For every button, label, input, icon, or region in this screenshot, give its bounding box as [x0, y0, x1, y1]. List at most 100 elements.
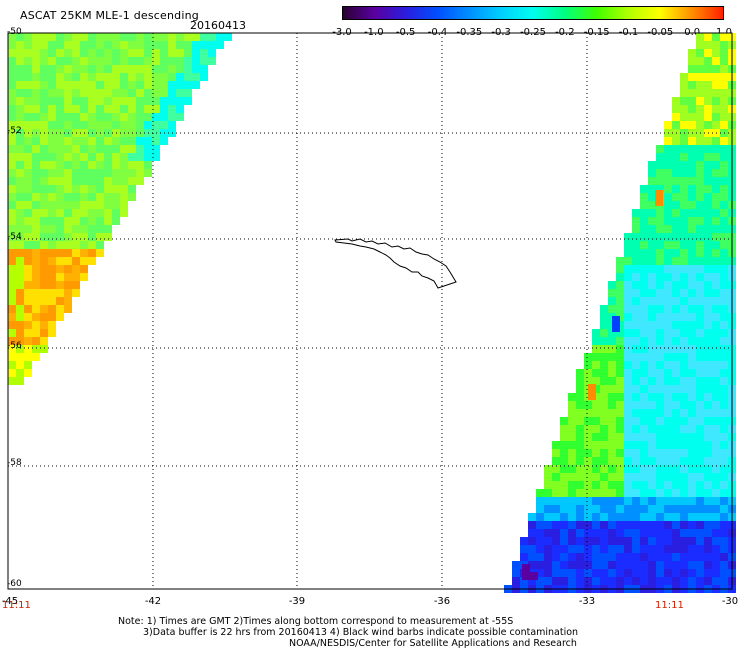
swath-cell [712, 49, 720, 57]
swath-cell [640, 521, 648, 529]
swath-cell [632, 449, 640, 457]
swath-cell [656, 489, 664, 497]
swath-cell [680, 473, 688, 481]
swath-cell [120, 161, 128, 169]
swath-cell [672, 97, 680, 105]
swath-cell [664, 201, 672, 209]
swath-cell [600, 385, 608, 393]
swath-cell [120, 201, 128, 209]
swath-cell [648, 329, 656, 337]
swath-cell [136, 97, 144, 105]
swath-cell [80, 105, 88, 113]
lat-label-54: -54 [7, 232, 22, 242]
swath-cell [72, 65, 80, 73]
swath-cell [688, 73, 696, 81]
swath-cell [48, 81, 56, 89]
swath-cell [712, 249, 720, 257]
swath-cell [40, 337, 48, 345]
swath-cell [16, 377, 24, 385]
swath-cell [136, 89, 144, 97]
swath-cell [688, 537, 696, 545]
swath-cell [104, 33, 112, 41]
swath-cell [40, 297, 48, 305]
swath-cell [48, 281, 56, 289]
swath-cell [624, 505, 632, 513]
swath-cell [648, 449, 656, 457]
swath-cell [168, 73, 176, 81]
swath-cell [40, 177, 48, 185]
swath-cell [600, 537, 608, 545]
swath-cell [704, 513, 712, 521]
swath-cell [72, 289, 80, 297]
swath-cell [648, 257, 656, 265]
swath-cell [536, 569, 544, 577]
swath-cell [688, 169, 696, 177]
swath-cell [624, 377, 632, 385]
note-line-3: NOAA/NESDIS/Center for Satellite Applica… [289, 638, 577, 649]
swath-cell [48, 89, 56, 97]
swath-cell [600, 513, 608, 521]
swath-cell [40, 97, 48, 105]
swath-cell [632, 377, 640, 385]
swath-cell [48, 273, 56, 281]
swath-cell [128, 89, 136, 97]
swath-cell [96, 89, 104, 97]
swath-cell [144, 49, 152, 57]
swath-cell [656, 521, 664, 529]
swath-cell [208, 57, 216, 65]
swath-cell [720, 489, 728, 497]
swath-cell [616, 409, 624, 417]
swath-cell [544, 497, 552, 505]
swath-cell [16, 41, 24, 49]
swath-cell [656, 409, 664, 417]
swath-cell [544, 545, 552, 553]
swath-cell [48, 145, 56, 153]
swath-cell [568, 401, 576, 409]
swath-cell [56, 137, 64, 145]
swath-cell [688, 529, 696, 537]
swath-cell [648, 569, 656, 577]
swath-cell [720, 513, 728, 521]
swath-cell [32, 57, 40, 65]
swath-cell [112, 169, 120, 177]
swath-cell [584, 561, 592, 569]
swath-cell [104, 145, 112, 153]
swath-cell [72, 137, 80, 145]
swath-cell [40, 65, 48, 73]
swath-cell [688, 393, 696, 401]
swath-cell [704, 457, 712, 465]
swath-cell [712, 297, 720, 305]
swath-cell [632, 353, 640, 361]
swath-cell [664, 545, 672, 553]
swath-cell [720, 521, 728, 529]
swath-cell [528, 529, 536, 537]
swath-cell [552, 521, 560, 529]
swath-cell [8, 241, 16, 249]
swath-cell [696, 337, 704, 345]
swath-cell [720, 545, 728, 553]
swath-cell [72, 33, 80, 41]
swath-cell [680, 169, 688, 177]
swath-cell [160, 49, 168, 57]
swath-cell [88, 209, 96, 217]
swath-cell [616, 489, 624, 497]
swath-cell [552, 545, 560, 553]
swath-cell [680, 441, 688, 449]
swath-cell [712, 409, 720, 417]
swath-cell [640, 545, 648, 553]
swath-cell [16, 361, 24, 369]
swath-cell [88, 177, 96, 185]
swath-cell [648, 377, 656, 385]
swath-cell [672, 377, 680, 385]
swath-cell [72, 121, 80, 129]
swath-cell [624, 249, 632, 257]
swath-cell [624, 401, 632, 409]
swath-cell [40, 137, 48, 145]
swath-cell [720, 137, 728, 145]
swath-cell [680, 577, 688, 585]
swath-cell [688, 281, 696, 289]
swath-cell [672, 209, 680, 217]
swath-cell [56, 177, 64, 185]
swath-cell [720, 481, 728, 489]
swath-cell [640, 297, 648, 305]
